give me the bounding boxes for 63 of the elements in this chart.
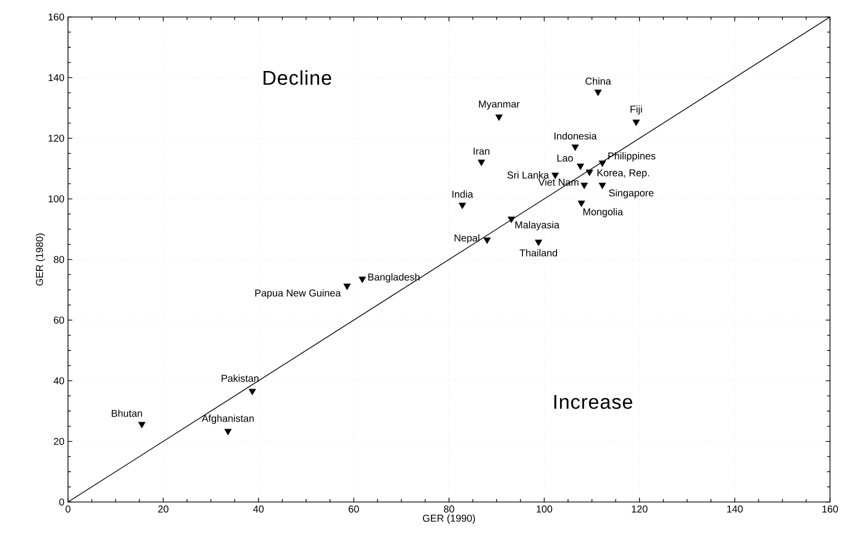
point [552, 172, 559, 180]
point [598, 160, 606, 167]
annotation: Sri Lanka [507, 171, 550, 179]
x-tick-label: 120 [632, 506, 648, 513]
annotation: Iran [474, 148, 490, 155]
annotation: Bangladesh [368, 273, 420, 283]
annotation: Papua New Guinea [255, 289, 341, 299]
point [358, 276, 366, 284]
annotation: Singapore [609, 189, 654, 198]
point [586, 170, 594, 176]
y-tick-label: 120 [48, 134, 64, 142]
x-tick-label: 60 [348, 506, 359, 513]
point [248, 388, 256, 396]
x-tick-label: 160 [822, 506, 838, 513]
y-tick-label: 160 [48, 13, 64, 21]
point [576, 164, 584, 170]
point [343, 284, 351, 290]
annotation: Mongolia [583, 208, 624, 218]
annotation: Indonesia [554, 132, 597, 140]
y-tick-label: 40 [54, 377, 64, 384]
annotation: India [452, 190, 474, 198]
x-tick-label: 40 [253, 506, 264, 513]
annotation: Afghanistan [202, 414, 254, 424]
annotation: Thailand [520, 249, 558, 256]
annotation: Myanmar [479, 100, 520, 110]
point [534, 240, 542, 246]
y-tick-label: 80 [54, 256, 64, 264]
y-tick-label: 140 [48, 74, 64, 82]
point [224, 428, 232, 436]
y-axis-title: GER (1980) [36, 234, 46, 286]
point [478, 160, 486, 166]
point [572, 144, 579, 151]
y-tick-label: 100 [48, 195, 64, 202]
annotation: Increase [554, 395, 632, 409]
annotation: Philippines [608, 152, 656, 162]
annotation: Pakistan [222, 374, 258, 382]
x-tick-label: 140 [727, 506, 743, 513]
annotation: Bhutan [112, 410, 142, 417]
point [458, 202, 466, 210]
point [578, 200, 586, 207]
point [632, 120, 640, 126]
x-tick-label: 0 [66, 506, 70, 513]
annotation: Decline [264, 70, 332, 85]
annotation: Korea, Rep. [598, 169, 649, 178]
x-axis-title: GER (1990) [422, 514, 475, 524]
annotation: Malayasia [515, 221, 560, 230]
annotation: Nepal [454, 234, 480, 244]
point [495, 114, 503, 121]
point [580, 182, 588, 190]
y-tick-label: 60 [54, 316, 64, 324]
point [598, 182, 606, 190]
x-tick-label: 80 [444, 506, 454, 513]
annotation: Fiji [630, 105, 642, 115]
x-tick-label: 100 [536, 506, 552, 513]
y-tick-label: 0 [59, 498, 64, 506]
point [483, 238, 491, 244]
annotation: Lao [557, 154, 573, 162]
point [508, 216, 516, 224]
point [594, 90, 602, 96]
point [138, 422, 146, 428]
y-tick-label: 20 [54, 438, 64, 445]
annotation: China [586, 77, 612, 85]
x-tick-label: 20 [158, 506, 168, 513]
